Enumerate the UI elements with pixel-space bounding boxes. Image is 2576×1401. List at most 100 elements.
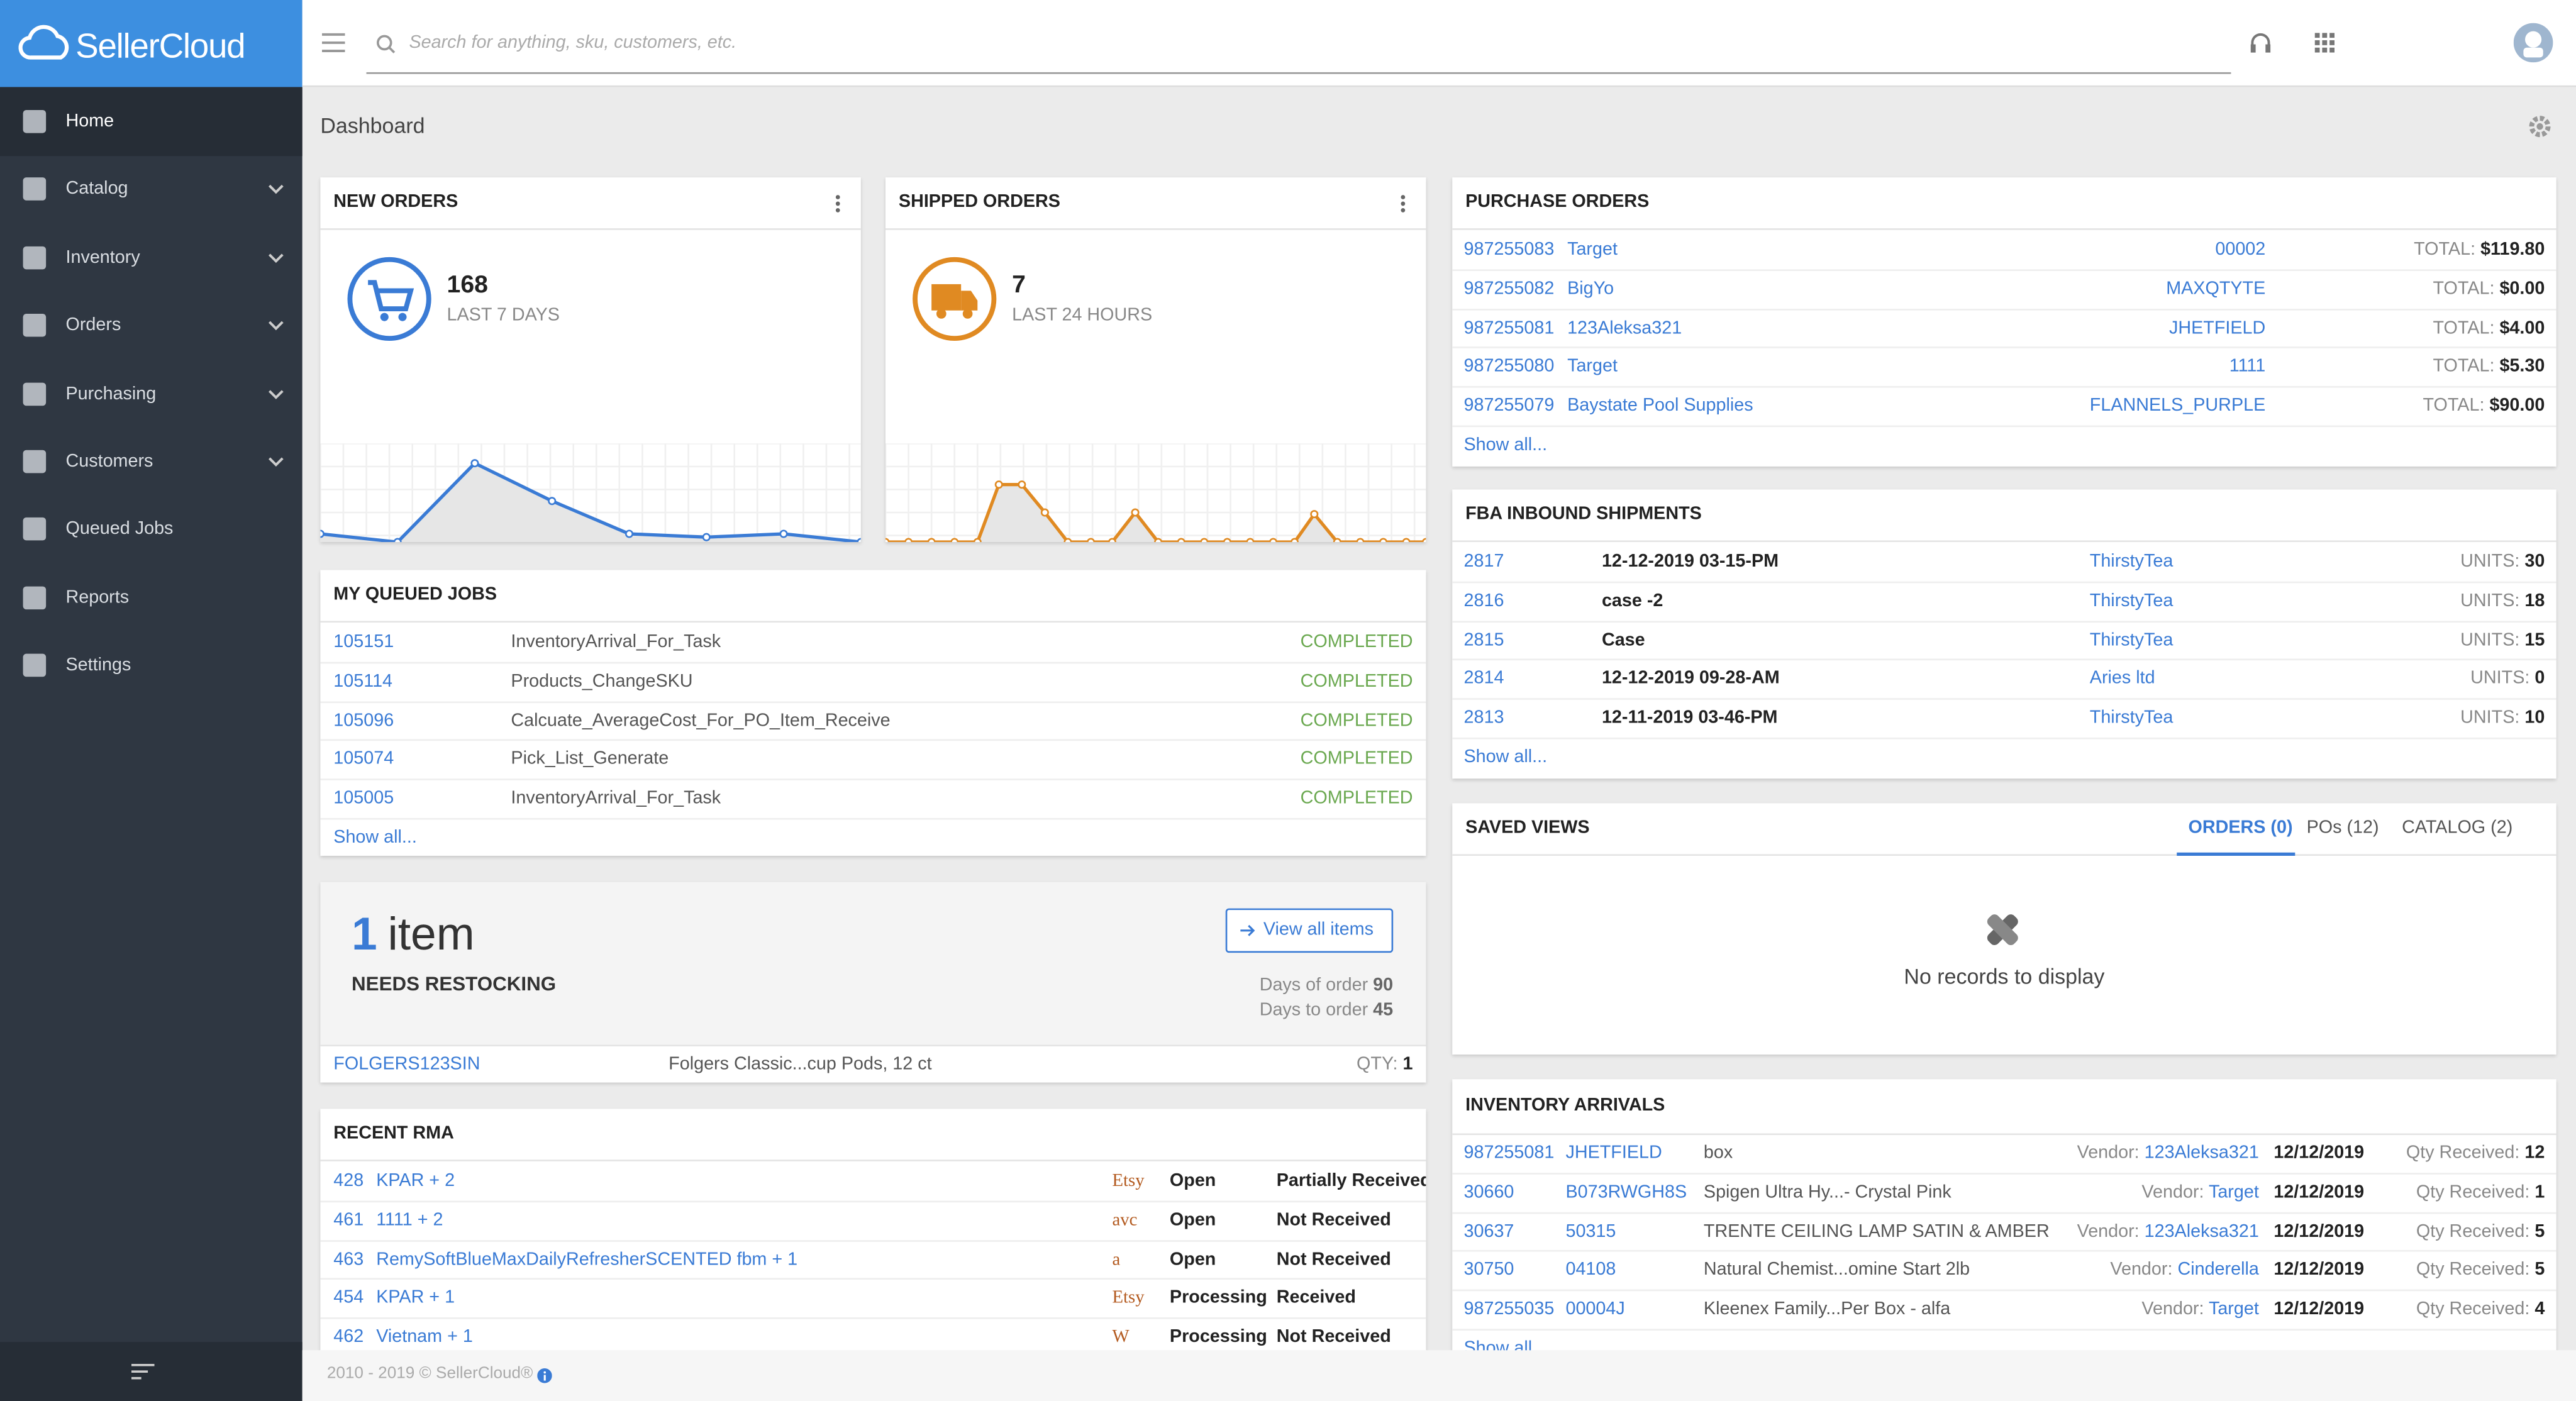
job-id[interactable]: 105114 <box>333 668 392 695</box>
units: UNITS: 18 <box>1723 588 2545 614</box>
sidebar: SellerCloudHomeCatalogInventoryOrdersPur… <box>0 0 303 1401</box>
show-all[interactable]: Show all... <box>333 824 417 851</box>
card: RECENT RMA428KPAR + 2EtsyOpenPartially R… <box>320 1109 1426 1371</box>
rma-id[interactable]: 461 <box>333 1207 364 1233</box>
divider <box>1452 1133 2556 1135</box>
nav-item[interactable]: Settings <box>65 653 131 679</box>
nav-icon <box>23 382 47 406</box>
rma-name[interactable]: Vietnam + 1 <box>376 1324 473 1350</box>
rma-id[interactable]: 463 <box>333 1246 364 1272</box>
nav-item[interactable]: Catalog <box>65 177 128 203</box>
rma-name[interactable]: KPAR + 2 <box>376 1168 455 1194</box>
search-input[interactable]: Search for anything, sku, customers, etc… <box>409 30 736 56</box>
tab[interactable]: CATALOG (2) <box>2402 815 2512 841</box>
card: SAVED VIEWSORDERS (0)POs (12)CATALOG (2)… <box>1452 803 2556 1055</box>
rma-id[interactable]: 454 <box>333 1285 364 1311</box>
sparkline <box>886 443 1426 542</box>
footer: 2010 - 2019 © SellerCloud® <box>303 1350 2576 1401</box>
restock-count: 1 <box>352 907 377 963</box>
label-part: 90 <box>1373 976 1393 995</box>
nav-item[interactable]: Home <box>65 108 114 135</box>
tab[interactable]: POs (12) <box>2307 815 2379 841</box>
rma-status: Processing <box>1170 1324 1267 1350</box>
info-icon <box>537 1368 552 1383</box>
total-label: TOTAL: <box>2433 318 2494 337</box>
total-value: $119.80 <box>2480 240 2545 259</box>
rma-name[interactable]: KPAR + 1 <box>376 1285 455 1311</box>
rma-name[interactable]: RemySoftBlueMaxDailyRefresherSCENTED fbm… <box>376 1246 797 1272</box>
support-icon <box>2249 31 2272 55</box>
tab[interactable]: ORDERS (0) <box>2189 815 2293 841</box>
nav-item[interactable]: Inventory <box>65 245 140 271</box>
row-divider <box>1452 269 2556 271</box>
rma-name[interactable]: 1111 + 2 <box>376 1207 443 1233</box>
nav-item[interactable]: Customers <box>65 448 153 475</box>
total-value: $0.00 <box>2499 279 2545 298</box>
qty-label: Qty Received: <box>2416 1299 2529 1319</box>
empty-icon <box>1985 912 2021 948</box>
job-id[interactable]: 105096 <box>333 707 394 734</box>
qty-label: Qty Received: <box>2406 1143 2519 1163</box>
rma-receipt: Received <box>1277 1285 1356 1311</box>
job-id[interactable]: 105005 <box>333 785 394 812</box>
card-title: MY QUEUED JOBS <box>333 582 497 608</box>
sku[interactable]: FOLGERS123SIN <box>333 1051 480 1078</box>
view-all-button[interactable]: View all items <box>1226 909 1393 953</box>
shipment-id[interactable]: 2817 <box>1464 548 1504 575</box>
card: PURCHASE ORDERS987255083Target00002TOTAL… <box>1452 177 2556 467</box>
nav-item[interactable]: Reports <box>65 584 129 611</box>
rma-status: Processing <box>1170 1285 1267 1311</box>
restock-label: NEEDS RESTOCKING <box>352 971 556 997</box>
label-part: Days to order <box>1260 1000 1368 1020</box>
row-divider <box>320 778 1426 780</box>
copyright: 2010 - 2019 © SellerCloud® <box>327 1362 533 1388</box>
empty-message: No records to display <box>1594 964 2415 990</box>
nav-icon <box>23 654 47 677</box>
shipment-id[interactable]: 2815 <box>1464 627 1504 653</box>
channel-logo: a <box>1112 1246 1120 1272</box>
nav-item[interactable]: Purchasing <box>65 380 156 407</box>
days-of-order: Days of order 90 <box>572 972 1393 999</box>
po-total: TOTAL: $90.00 <box>1723 392 2545 419</box>
nav-item[interactable]: Orders <box>65 313 121 339</box>
total-label: TOTAL: <box>2414 240 2475 259</box>
row-divider <box>320 1239 1426 1241</box>
show-all[interactable]: Show all... <box>1464 432 1548 458</box>
job-id[interactable]: 105074 <box>333 746 394 773</box>
shipment-id[interactable]: 2814 <box>1464 666 1504 692</box>
shipment-id[interactable]: 2816 <box>1464 588 1504 614</box>
row-divider <box>1452 698 2556 700</box>
qty-value: 1 <box>1403 1055 1413 1074</box>
show-all[interactable]: Show all... <box>1464 744 1548 770</box>
rma-id[interactable]: 462 <box>333 1324 364 1350</box>
qty-received: Qty Received: 5 <box>1723 1218 2545 1244</box>
rma-status: Open <box>1170 1207 1216 1233</box>
rma-id[interactable]: 428 <box>333 1168 364 1194</box>
collapse-icon <box>131 1362 155 1382</box>
nav-icon <box>23 110 47 133</box>
restock-row: FOLGERS123SINFolgers Classic...cup Pods,… <box>320 1044 1426 1082</box>
units: UNITS: 15 <box>1723 627 2545 653</box>
stat-period: LAST 7 DAYS <box>447 302 560 329</box>
job-id[interactable]: 105151 <box>333 629 394 655</box>
row-divider <box>320 818 1426 820</box>
label-part: Days of order <box>1260 976 1368 995</box>
restock-unit: item <box>387 907 474 963</box>
units-label: UNITS: <box>2460 708 2519 728</box>
qty-received: Qty Received: 4 <box>1723 1296 2545 1322</box>
avatar <box>2514 23 2553 63</box>
qty-value: 5 <box>2534 1260 2545 1280</box>
button-label[interactable]: View all items <box>1263 917 1374 943</box>
nav-icon <box>23 518 47 541</box>
shipment-id[interactable]: 2813 <box>1464 705 1504 731</box>
nav-icon <box>23 450 47 473</box>
label-part: 45 <box>1373 1000 1393 1020</box>
card-title: RECENT RMA <box>333 1121 454 1147</box>
units-value: 18 <box>2524 591 2545 611</box>
chevron <box>268 250 284 266</box>
stat-count: 7 <box>1012 273 1026 299</box>
nav-item[interactable]: Queued Jobs <box>65 516 173 543</box>
card: MY QUEUED JOBS105151InventoryArrival_For… <box>320 570 1426 856</box>
divider <box>1452 228 2556 230</box>
